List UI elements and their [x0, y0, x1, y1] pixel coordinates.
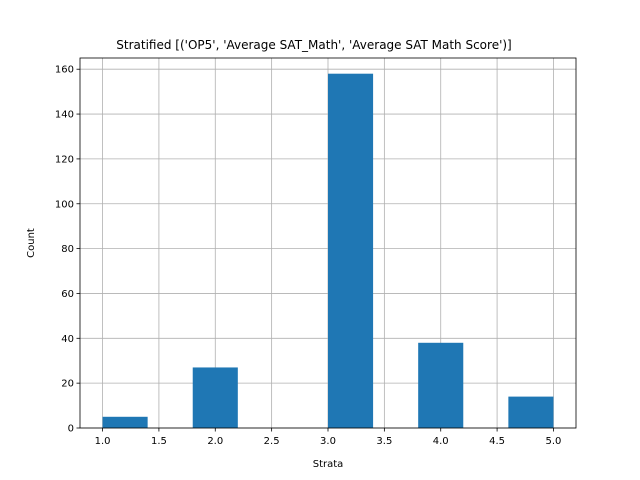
y-tick-label: 40 — [61, 334, 74, 345]
histogram-bar — [328, 73, 374, 429]
x-tick-label: 3.0 — [320, 436, 336, 447]
y-tick-label: 140 — [55, 110, 74, 121]
y-tick-label: 160 — [55, 65, 74, 76]
y-tick-label: 20 — [61, 379, 74, 390]
bars — [102, 73, 554, 429]
x-tick-label: 5.0 — [546, 436, 562, 447]
histogram-bar — [508, 396, 554, 428]
x-axis: 1.0 1.5 2.0 2.5 3.0 3.5 4.0 4.5 5.0 — [95, 428, 562, 447]
y-tick-label: 120 — [55, 154, 74, 165]
histogram-bar — [192, 367, 238, 428]
x-tick-label: 4.0 — [433, 436, 449, 447]
y-tick-label: 0 — [68, 424, 74, 435]
x-tick-label: 2.5 — [264, 436, 280, 447]
chart-title: Stratified [('OP5', 'Average SAT_Math', … — [116, 38, 511, 52]
x-axis-label: Strata — [313, 459, 344, 470]
x-tick-label: 3.5 — [376, 436, 392, 447]
histogram-bar — [102, 416, 148, 428]
y-axis-label: Count — [26, 228, 37, 258]
histogram-bar — [418, 342, 464, 428]
x-tick-label: 1.0 — [95, 436, 111, 447]
x-tick-label: 2.0 — [207, 436, 223, 447]
y-tick-label: 100 — [55, 199, 74, 210]
x-tick-label: 1.5 — [151, 436, 167, 447]
x-tick-label: 4.5 — [489, 436, 505, 447]
y-axis: 0 20 40 60 80 100 120 140 160 — [55, 65, 80, 435]
y-tick-label: 80 — [61, 244, 74, 255]
y-tick-label: 60 — [61, 289, 74, 300]
